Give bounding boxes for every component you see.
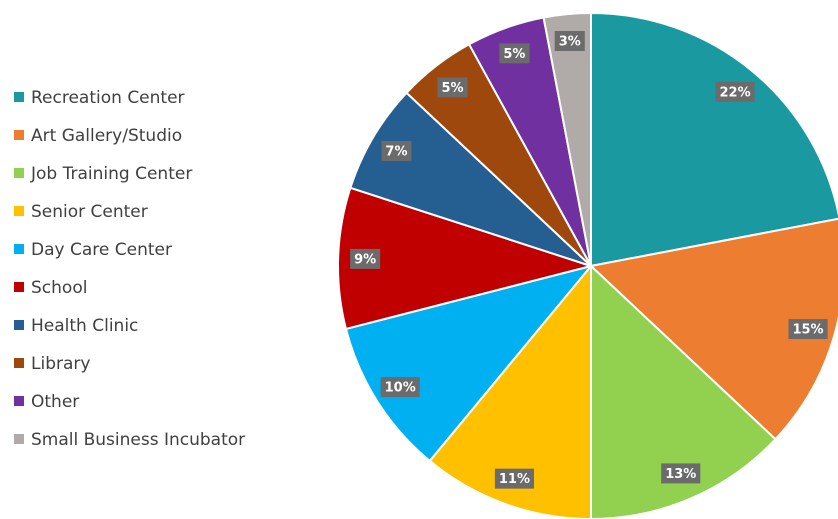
data-label-box xyxy=(661,463,701,484)
data-label-box xyxy=(381,140,412,161)
legend-swatch xyxy=(14,320,24,330)
pie-slice xyxy=(337,186,595,331)
data-label-box xyxy=(499,43,530,64)
data-label: 13% xyxy=(665,467,696,482)
legend-label: Health Clinic xyxy=(31,316,138,336)
data-label: 10% xyxy=(385,381,416,396)
data-label: 11% xyxy=(499,472,530,487)
legend-label: Job Training Center xyxy=(30,164,192,184)
legend-label: Day Care Center xyxy=(31,240,172,260)
legend-swatch xyxy=(14,358,24,368)
pie-slice xyxy=(349,91,592,267)
pie-slice xyxy=(588,217,838,441)
data-label-box xyxy=(437,77,468,98)
legend-label: Small Business Incubator xyxy=(31,430,245,450)
legend-label: Senior Center xyxy=(31,202,148,222)
legend-swatch xyxy=(14,92,24,102)
pie-slice xyxy=(542,11,592,267)
legend-swatch xyxy=(14,168,24,178)
legend-label: Library xyxy=(31,354,90,374)
pie-slice xyxy=(590,263,777,519)
data-label: 5% xyxy=(503,47,525,62)
legend-label: Recreation Center xyxy=(31,88,185,108)
data-label-box xyxy=(380,377,420,398)
data-label-box xyxy=(715,81,755,102)
legend-swatch xyxy=(14,206,24,216)
data-label-box xyxy=(350,248,381,269)
data-label: 9% xyxy=(354,252,376,267)
legend-swatch xyxy=(14,244,24,254)
legend-swatch xyxy=(14,282,24,292)
data-label: 7% xyxy=(385,144,407,159)
legend-swatch xyxy=(14,130,24,140)
data-label: 3% xyxy=(559,35,581,50)
legend-label: Other xyxy=(31,392,79,412)
data-label-box xyxy=(494,468,535,489)
data-label-box xyxy=(554,31,585,52)
pie-slice xyxy=(344,264,594,463)
data-label: 22% xyxy=(719,85,750,100)
legend-swatch xyxy=(14,396,24,406)
legend-label: Art Gallery/Studio xyxy=(31,126,182,146)
pie-slice xyxy=(590,11,838,268)
data-label: 5% xyxy=(441,81,463,96)
data-label-box xyxy=(788,319,828,340)
data-label: 15% xyxy=(792,323,823,338)
legend-swatch xyxy=(14,434,24,444)
legend-label: School xyxy=(31,278,87,298)
